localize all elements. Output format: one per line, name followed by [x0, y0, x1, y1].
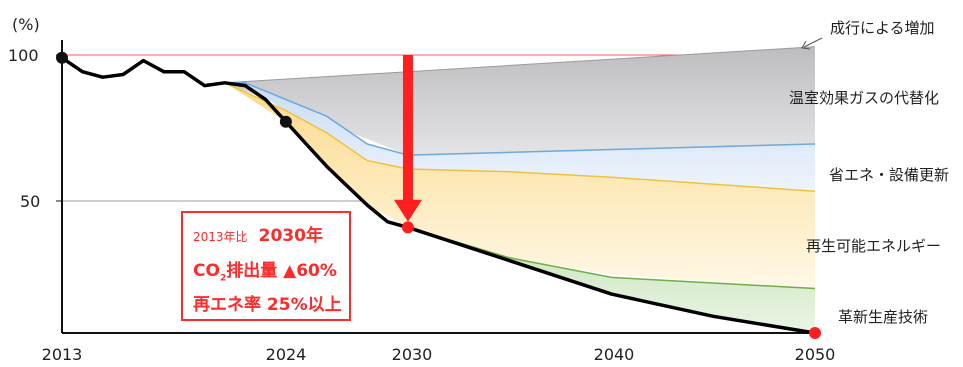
target-callout: 2013年比 2030年 CO2排出量 ▲60% 再エネ率 25%以上: [181, 211, 351, 321]
markers: [56, 51, 821, 339]
x-tick-label-2013: 2013: [42, 345, 83, 364]
marker-2030: [401, 221, 414, 234]
callout-baseline: 2013年比: [193, 230, 248, 244]
arrow-head: [393, 199, 422, 222]
callout-renewable-rate: 再エネ率 25%以上: [193, 295, 342, 315]
callout-year: 2030年: [258, 226, 323, 246]
x-tick-label-2040: 2040: [594, 345, 635, 364]
band-renewable-edge: [224, 82, 816, 192]
x-tick-label-2030: 2030: [392, 345, 433, 364]
band-gas-substitution: [224, 46, 816, 156]
bau-label: 成行による増加: [830, 19, 935, 37]
band-renewable: [224, 82, 816, 289]
band-label-innovative-tech: 革新生産技術: [838, 308, 928, 326]
bau-pointer-head: [801, 40, 811, 50]
callout-co-sub: 2: [219, 273, 227, 284]
y-tick-label-50: 50: [20, 192, 40, 211]
band-label-gas-substitution: 温室効果ガスの代替化: [789, 89, 939, 107]
marker-2013: [56, 51, 68, 64]
band-innovative-tech: [408, 227, 815, 333]
band-label-renewable: 再生可能エネルギー: [806, 237, 941, 255]
band-label-energy-saving: 省エネ・設備更新: [829, 166, 949, 184]
x-tick-label-2050: 2050: [795, 345, 836, 364]
y-axis-unit: (%): [12, 15, 40, 34]
marker-2024: [279, 115, 292, 128]
emission-line: [61, 56, 816, 335]
band-energy-saving-edge: [224, 82, 816, 156]
callout-emission: 排出量 ▲60%: [226, 261, 337, 281]
band-innovative-tech-edge: [407, 226, 816, 290]
reduction-arrow: [393, 55, 422, 222]
bau-pointer: [803, 37, 823, 48]
arrow-shaft: [402, 55, 413, 202]
marker-2050: [809, 327, 821, 339]
x-tick-label-2024: 2024: [266, 345, 307, 364]
y-tick-label-100: 100: [8, 46, 39, 65]
band-energy-saving: [224, 82, 816, 192]
callout-co: CO: [193, 261, 220, 281]
